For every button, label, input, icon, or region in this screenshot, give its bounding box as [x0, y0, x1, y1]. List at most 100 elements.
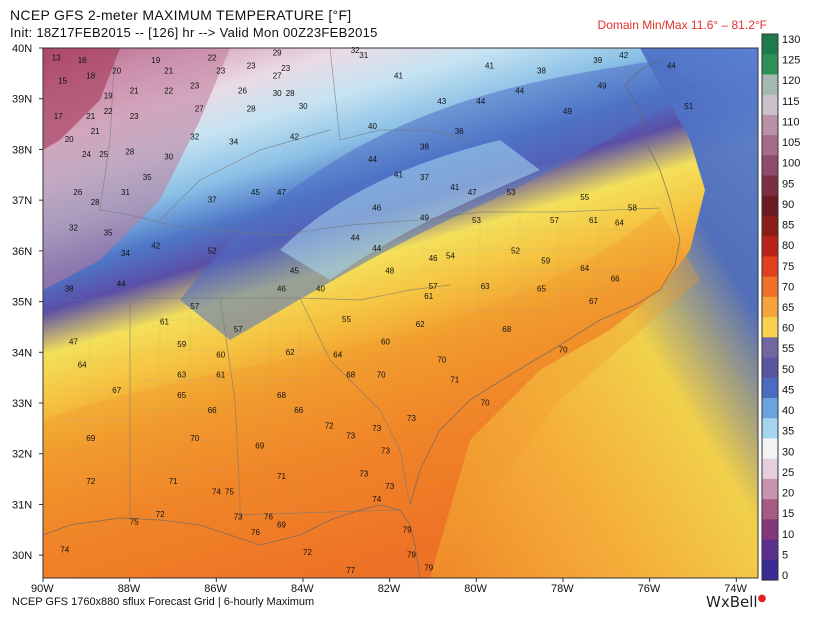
temperature-label: 47 — [277, 188, 286, 197]
temperature-label: 53 — [507, 188, 516, 197]
temperature-label: 57 — [234, 325, 243, 334]
temperature-label: 61 — [589, 216, 598, 225]
temperature-label: 53 — [472, 216, 481, 225]
temperature-label: 75 — [225, 487, 234, 496]
temperature-label: 63 — [177, 371, 186, 380]
temperature-label: 17 — [54, 112, 63, 121]
colorbar-tick-label: 70 — [782, 281, 794, 293]
temperature-label: 44 — [667, 61, 676, 70]
temperature-label: 37 — [420, 173, 429, 182]
colorbar-tick-label: 40 — [782, 405, 794, 417]
temperature-label: 28 — [286, 89, 295, 98]
temperature-label: 20 — [65, 135, 74, 144]
colorbar-segment — [762, 317, 778, 338]
temperature-label: 49 — [563, 107, 572, 116]
temperature-label: 60 — [381, 338, 390, 347]
temperature-label: 79 — [403, 525, 412, 534]
coastline — [42, 59, 681, 579]
temperature-label: 41 — [394, 71, 403, 80]
temperature-label: 52 — [208, 246, 217, 255]
temperature-label: 61 — [424, 292, 433, 301]
colorbar-segment — [762, 54, 778, 76]
temperature-label: 19 — [104, 92, 113, 101]
temperature-label: 58 — [628, 203, 637, 212]
temperature-label: 21 — [91, 127, 100, 136]
temperature-label: 79 — [407, 551, 416, 560]
temperature-label: 60 — [216, 350, 225, 359]
temperature-label: 48 — [385, 267, 394, 276]
longitude-label: 80W — [464, 583, 487, 595]
temperature-label: 38 — [420, 142, 429, 151]
temperature-label: 38 — [537, 66, 546, 75]
temperature-label: 76 — [251, 528, 260, 537]
temperature-label: 42 — [619, 51, 628, 60]
longitude-label: 90W — [31, 583, 54, 595]
temperature-label: 34 — [229, 137, 238, 146]
temperature-label: 77 — [346, 566, 355, 575]
colorbar-segment — [762, 135, 778, 156]
temperature-label: 55 — [580, 193, 589, 202]
temperature-label: 68 — [502, 325, 511, 334]
temperature-label: 61 — [160, 317, 169, 326]
temperature-label: 72 — [156, 510, 165, 519]
temperature-label: 35 — [104, 229, 113, 238]
colorbar-tick-label: 125 — [782, 55, 800, 67]
latitude-label: 37N — [12, 195, 32, 207]
init-valid-line: Init: 18Z17FEB2015 -- [126] hr --> Valid… — [10, 25, 378, 40]
longitude-label: 76W — [638, 583, 661, 595]
temperature-label: 69 — [255, 442, 264, 451]
colorbar-frame — [761, 33, 779, 581]
longitude-label: 88W — [118, 583, 141, 595]
colorbar-segment — [762, 175, 778, 197]
temperature-label: 74 — [60, 546, 69, 555]
temperature-label: 28 — [125, 148, 134, 157]
latitude-labels: 40N 39N 38N 37N 36N 35N 34N 33N 32N 31N 30N — [12, 43, 43, 562]
temperature-label: 66 — [208, 406, 217, 415]
temperature-label: 23 — [216, 66, 225, 75]
temperature-label: 73 — [385, 482, 394, 491]
temperature-label: 44 — [476, 97, 485, 106]
colorbar-tick-label: 95 — [782, 178, 794, 190]
colorbar-segment — [762, 478, 778, 500]
temperature-label: 68 — [277, 391, 286, 400]
latitude-label: 38N — [12, 144, 32, 156]
colorbar-segment — [762, 74, 778, 96]
temperature-label: 44 — [351, 234, 360, 243]
temperature-label: 43 — [437, 97, 446, 106]
temperature-label: 37 — [208, 196, 217, 205]
temperature-label: 20 — [112, 66, 121, 75]
colorbar-segment — [762, 155, 778, 177]
temperature-label: 23 — [190, 82, 199, 91]
temperature-label: 73 — [346, 432, 355, 441]
colorbar-segment — [762, 438, 778, 460]
colorbar-tick-label: 115 — [782, 96, 800, 108]
temperature-label: 66 — [611, 274, 620, 283]
temperature-colorbar: 1301251201151101051009590858075706560555… — [761, 33, 800, 582]
temperature-label: 59 — [541, 257, 550, 266]
colorbar-tick-label: 50 — [782, 364, 794, 376]
colorbar-segment — [762, 34, 778, 55]
colorbar-tick-label: 35 — [782, 426, 794, 438]
colorbar-tick-label: 110 — [782, 117, 800, 129]
temperature-label: 46 — [429, 254, 438, 263]
latitude-label: 31N — [12, 500, 32, 512]
temperature-label: 32 — [190, 132, 199, 141]
temperature-label: 51 — [684, 102, 693, 111]
temperature-label: 41 — [394, 170, 403, 179]
latitude-label: 36N — [12, 246, 32, 258]
temperature-label: 32 — [351, 46, 360, 55]
longitude-labels: 90W 88W 86W 84W 82W 80W 78W 76W 74W — [31, 578, 748, 595]
colorbar-segment — [762, 357, 778, 379]
colorbar-tick-label: 20 — [782, 488, 794, 500]
longitude-label: 84W — [291, 583, 314, 595]
colorbar-tick-label: 75 — [782, 261, 794, 273]
temperature-label: 65 — [177, 391, 186, 400]
temperature-label: 70 — [377, 371, 386, 380]
longitude-label: 82W — [378, 583, 401, 595]
wxbell-logo: WxBell● — [706, 593, 767, 611]
colorbar-segment — [762, 377, 778, 399]
temperature-label: 70 — [190, 434, 199, 443]
temperature-label: 75 — [130, 518, 139, 527]
colorbar-tick-label: 105 — [782, 137, 800, 149]
temperature-label: 22 — [164, 87, 173, 96]
